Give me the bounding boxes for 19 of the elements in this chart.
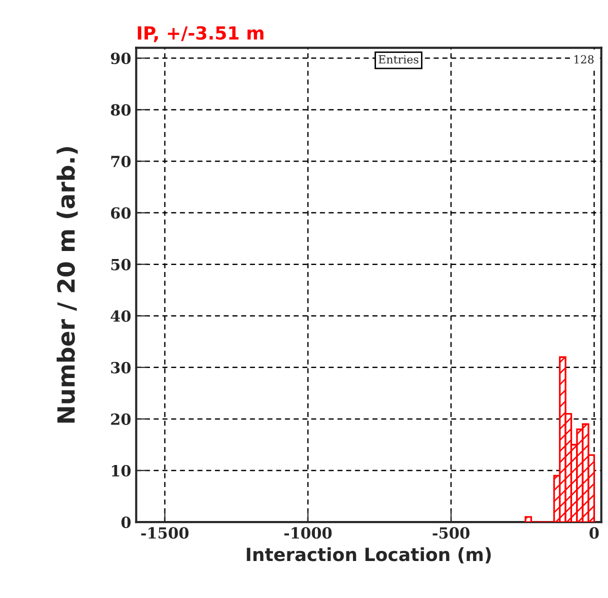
y-tick-label: 20 <box>111 413 131 425</box>
y-tick-label: 80 <box>110 104 131 116</box>
y-tick-label: 0 <box>121 516 131 528</box>
annotation: 128 <box>574 55 594 64</box>
annotation: Entries <box>378 55 418 64</box>
y-tick-label: 90 <box>110 52 131 64</box>
chart-title: IP, +/-3.51 m <box>138 26 264 42</box>
y-tick-label: 30 <box>111 362 131 374</box>
x-tick-label: 0 <box>590 527 599 539</box>
y-tick-label: 40 <box>110 310 131 322</box>
y-tick-label: 10 <box>112 464 131 477</box>
x-tick-label: -1000 <box>284 527 332 539</box>
y-axis-title: Number / 20 m (arb.) <box>56 147 78 423</box>
x-tick-label: -1500 <box>141 527 189 539</box>
y-tick-label: 60 <box>111 207 131 219</box>
y-tick-label: 70 <box>111 156 131 168</box>
x-tick-label: -500 <box>432 527 470 539</box>
y-tick-label: 50 <box>111 258 131 270</box>
x-axis-title: Interaction Location (m) <box>246 547 491 564</box>
